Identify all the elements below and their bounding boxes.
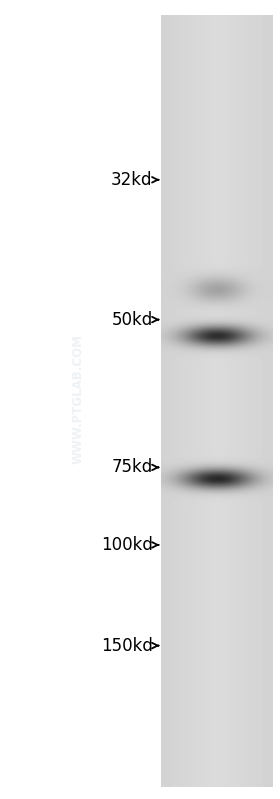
Text: 75kd: 75kd	[111, 459, 153, 476]
Text: 32kd: 32kd	[111, 171, 153, 189]
Text: 150kd: 150kd	[101, 637, 153, 654]
Text: WWW.PTGLAB.COM: WWW.PTGLAB.COM	[72, 335, 85, 464]
Text: 50kd: 50kd	[111, 311, 153, 328]
Text: 100kd: 100kd	[101, 536, 153, 554]
